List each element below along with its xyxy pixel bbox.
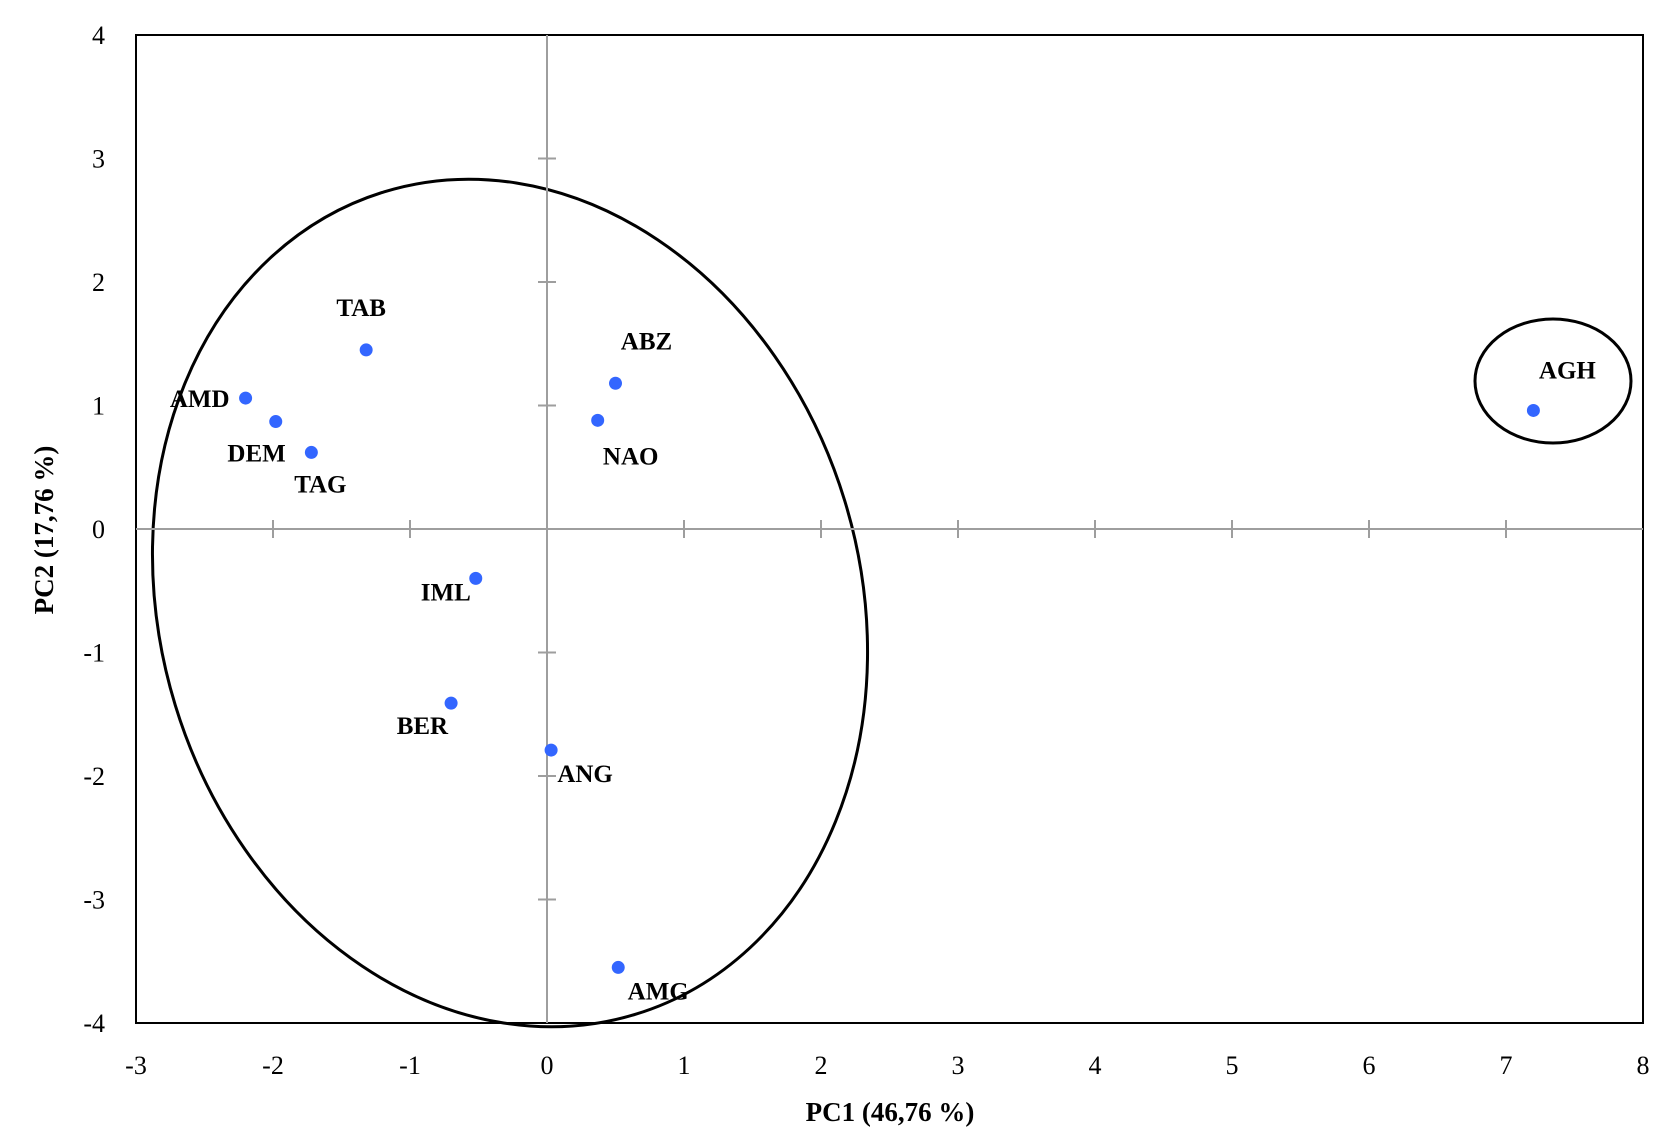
x-tick-label: 4 (1089, 1051, 1102, 1080)
x-axis-title: PC1 (46,76 %) (806, 1097, 975, 1127)
point-ber (444, 696, 458, 710)
point-ang (544, 743, 558, 757)
y-tick-label: 3 (92, 145, 105, 174)
x-tick-label: 2 (815, 1051, 828, 1080)
x-tick-label: -2 (262, 1051, 284, 1080)
point-label-tag: TAG (294, 471, 346, 498)
point-agh (1526, 403, 1540, 417)
y-axis-title: PC2 (17,76 %) (29, 446, 59, 615)
point-label-ber: BER (397, 713, 449, 740)
y-tick-label: -1 (83, 639, 105, 668)
point-label-ang: ANG (557, 761, 613, 788)
point-label-amd: AMD (170, 386, 230, 413)
point-abz (609, 376, 622, 390)
x-tick-label: 8 (1637, 1051, 1650, 1080)
point-label-amg: AMG (628, 978, 689, 1005)
point-label-agh: AGH (1539, 357, 1597, 384)
x-tick-label: 5 (1226, 1051, 1239, 1080)
point-dem (269, 415, 283, 429)
y-tick-label: 0 (92, 515, 105, 544)
y-tick-label: -2 (83, 762, 105, 791)
point-label-iml: IML (421, 579, 471, 606)
x-tick-label: -1 (399, 1051, 421, 1080)
y-tick-label: 4 (92, 21, 105, 50)
x-tick-label: -3 (125, 1051, 147, 1080)
point-amd (239, 391, 253, 405)
group-ellipse-main (150, 177, 870, 1029)
point-label-tab: TAB (336, 295, 386, 322)
x-tick-label: 6 (1363, 1051, 1376, 1080)
point-iml (469, 571, 483, 585)
point-label-dem: DEM (227, 441, 285, 468)
y-tick-label: 1 (92, 392, 105, 421)
x-tick-label: 0 (541, 1051, 554, 1080)
point-nao (591, 413, 605, 427)
point-tab (359, 343, 373, 357)
group-ellipse-agh (1473, 317, 1633, 445)
y-tick-label: -3 (83, 886, 105, 915)
point-label-abz: ABZ (621, 328, 672, 355)
x-tick-label: 7 (1500, 1051, 1513, 1080)
x-tick-label: 1 (678, 1051, 691, 1080)
x-tick-label: 3 (952, 1051, 965, 1080)
y-tick-label: 2 (92, 268, 105, 297)
point-label-nao: NAO (603, 443, 659, 470)
point-amg (611, 960, 625, 974)
point-tag (304, 445, 318, 459)
y-tick-label: -4 (83, 1009, 105, 1038)
